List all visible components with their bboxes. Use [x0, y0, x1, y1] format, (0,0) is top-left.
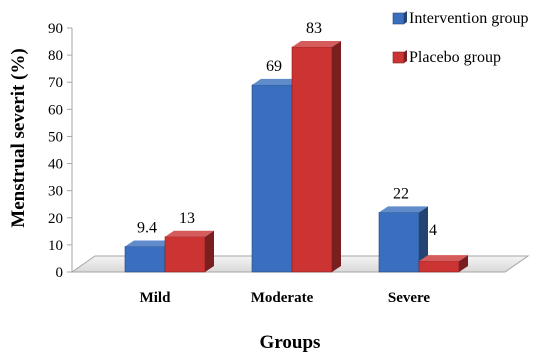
y-tick-label: 50 — [48, 129, 63, 145]
bar-top — [252, 78, 301, 85]
legend-item: Placebo group — [392, 49, 501, 66]
y-tick-label: 20 — [48, 211, 63, 227]
data-label: 9.4 — [137, 220, 157, 237]
bar-side — [205, 230, 214, 272]
legend: Intervention group Placebo group — [392, 10, 529, 66]
bar-front — [124, 246, 166, 273]
bar-top — [379, 206, 428, 213]
bars — [124, 40, 468, 273]
bar-top — [292, 40, 341, 47]
data-label: 4 — [429, 222, 437, 239]
legend-swatch — [392, 12, 405, 25]
data-label: 13 — [179, 210, 195, 227]
legend-swatch — [392, 51, 405, 64]
legend-item: Intervention group — [392, 10, 529, 27]
bar-front — [164, 236, 206, 273]
x-axis-title: Groups — [260, 332, 321, 352]
bar-side — [419, 206, 428, 272]
y-tick-label: 30 — [48, 184, 63, 200]
bar-side — [332, 40, 341, 272]
x-axis: Mild Moderate Severe — [140, 290, 431, 306]
bar-front — [251, 84, 293, 273]
y-tick-label: 70 — [48, 75, 63, 91]
y-tick-label: 80 — [48, 48, 63, 64]
legend-label: Placebo group — [409, 49, 501, 66]
data-label: 22 — [393, 185, 409, 202]
data-labels: 9.4 13 69 83 22 4 — [137, 20, 437, 239]
x-tick-label: Mild — [140, 290, 171, 306]
legend-label: Intervention group — [409, 10, 529, 27]
y-tick-label: 40 — [48, 157, 63, 173]
bar-front — [418, 260, 460, 273]
y-tick-label: 60 — [48, 102, 63, 118]
bar-top — [419, 255, 468, 262]
bar — [164, 230, 214, 273]
bar-top — [165, 230, 214, 237]
y-tick-label: 90 — [48, 21, 63, 37]
y-tick-label: 10 — [48, 238, 63, 254]
y-tick-label: 0 — [56, 265, 64, 281]
data-label: 83 — [306, 20, 322, 37]
bar — [378, 206, 428, 273]
legend-swatch-side — [404, 11, 407, 24]
bar-top — [125, 240, 174, 247]
bar-side — [459, 255, 468, 272]
bar — [418, 255, 468, 273]
y-axis: 0 10 20 30 40 50 60 70 80 90 — [48, 21, 73, 281]
bar — [291, 40, 341, 273]
data-label: 69 — [266, 58, 282, 75]
bar-front — [378, 212, 420, 273]
legend-swatch-side — [404, 50, 407, 63]
bar-front — [291, 46, 333, 273]
y-axis-title: Menstrual severit (%) — [8, 48, 29, 227]
x-tick-label: Severe — [388, 290, 431, 306]
x-tick-label: Moderate — [251, 290, 314, 306]
